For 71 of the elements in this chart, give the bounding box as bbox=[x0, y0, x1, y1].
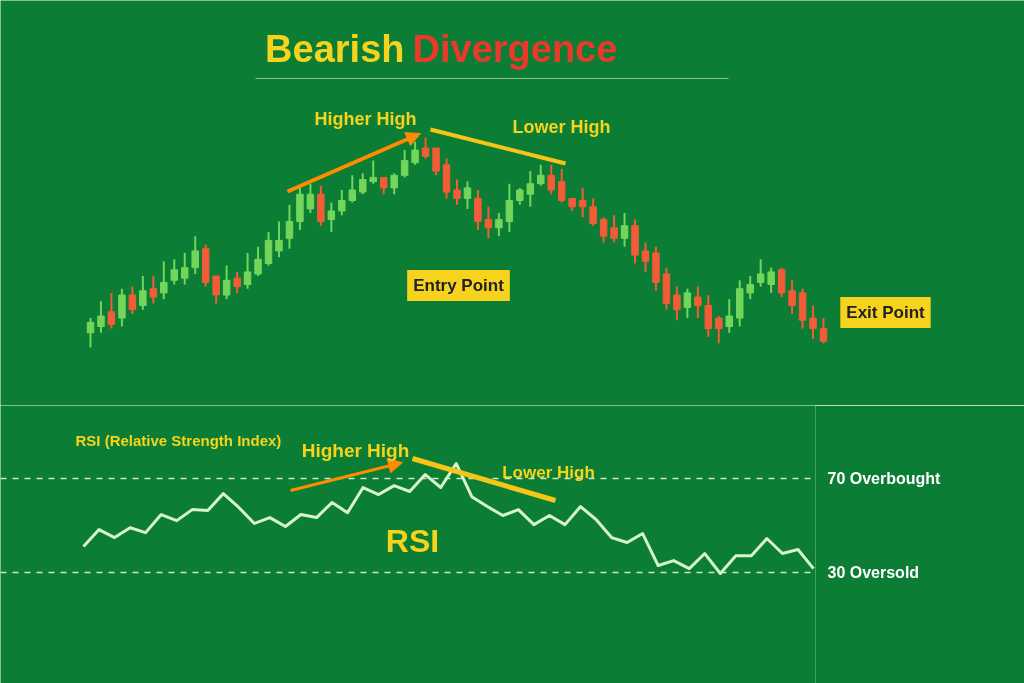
annotation: Entry Point bbox=[413, 276, 505, 295]
line-series bbox=[82, 462, 815, 576]
candlestick bbox=[233, 270, 241, 294]
candlestick bbox=[756, 258, 765, 288]
candlestick bbox=[139, 275, 147, 311]
candlestick bbox=[819, 317, 828, 345]
candlestick bbox=[285, 203, 294, 250]
candlestick bbox=[453, 178, 461, 206]
candlestick bbox=[495, 212, 503, 238]
candlestick bbox=[400, 149, 409, 179]
candlestick bbox=[673, 285, 681, 322]
candlestick bbox=[243, 252, 252, 290]
candlestick bbox=[191, 235, 199, 275]
candlestick bbox=[484, 205, 493, 240]
candlestick bbox=[809, 304, 817, 341]
candlestick bbox=[338, 189, 346, 217]
candlestick bbox=[118, 287, 126, 328]
candlestick bbox=[128, 285, 137, 315]
candlestick bbox=[505, 182, 514, 233]
chart-title: Bearish Divergence bbox=[265, 27, 618, 70]
annotation: RSI bbox=[385, 522, 440, 559]
candlestick bbox=[369, 159, 377, 185]
candlestick bbox=[463, 180, 472, 210]
candlestick bbox=[537, 163, 545, 187]
y-tick-label: 70 Overbought bbox=[827, 470, 942, 488]
candlestick bbox=[641, 241, 650, 273]
candlestick bbox=[160, 260, 168, 301]
text: Higher High bbox=[314, 108, 417, 129]
candlestick bbox=[557, 168, 566, 204]
candlestick bbox=[704, 294, 713, 338]
candlestick bbox=[264, 231, 273, 267]
candlestick bbox=[526, 170, 535, 208]
candlestick bbox=[432, 147, 440, 177]
candlestick bbox=[578, 186, 587, 219]
candlestick bbox=[107, 291, 116, 330]
candlestick bbox=[474, 189, 482, 231]
candlestick bbox=[777, 266, 786, 299]
candlestick bbox=[411, 140, 419, 166]
candlestick bbox=[97, 300, 105, 334]
candlestick bbox=[170, 258, 179, 286]
candlestick bbox=[725, 298, 733, 334]
candlestick bbox=[715, 315, 723, 345]
y-tick-label: 30 Oversold bbox=[827, 564, 920, 582]
annotation: Higher High bbox=[301, 440, 410, 461]
text: RSI (Relative Strength Index) bbox=[75, 432, 282, 449]
candlestick bbox=[694, 285, 702, 320]
text: Lower High bbox=[512, 116, 611, 137]
candlestick bbox=[683, 287, 692, 320]
candlestick bbox=[620, 212, 629, 248]
candlestick bbox=[746, 275, 754, 301]
candlestick bbox=[599, 216, 608, 244]
candlestick bbox=[212, 275, 220, 305]
candlestick bbox=[222, 264, 231, 301]
candlestick bbox=[390, 172, 398, 196]
annotation: Lower High bbox=[502, 463, 595, 482]
candlestick bbox=[348, 174, 357, 204]
candlestick bbox=[421, 136, 430, 160]
candlestick bbox=[149, 275, 158, 305]
candlestick bbox=[254, 245, 262, 278]
candlestick bbox=[788, 279, 796, 315]
candlestick bbox=[547, 163, 555, 196]
candlestick bbox=[181, 252, 189, 286]
candlestick bbox=[359, 172, 367, 196]
text: Exit Point bbox=[846, 303, 926, 322]
candlestick bbox=[327, 201, 336, 233]
candlestick bbox=[767, 266, 775, 294]
candlestick bbox=[610, 214, 618, 244]
candlestick bbox=[589, 197, 597, 227]
candlestick bbox=[86, 317, 95, 349]
candlestick bbox=[306, 182, 315, 215]
candlestick bbox=[275, 220, 283, 259]
